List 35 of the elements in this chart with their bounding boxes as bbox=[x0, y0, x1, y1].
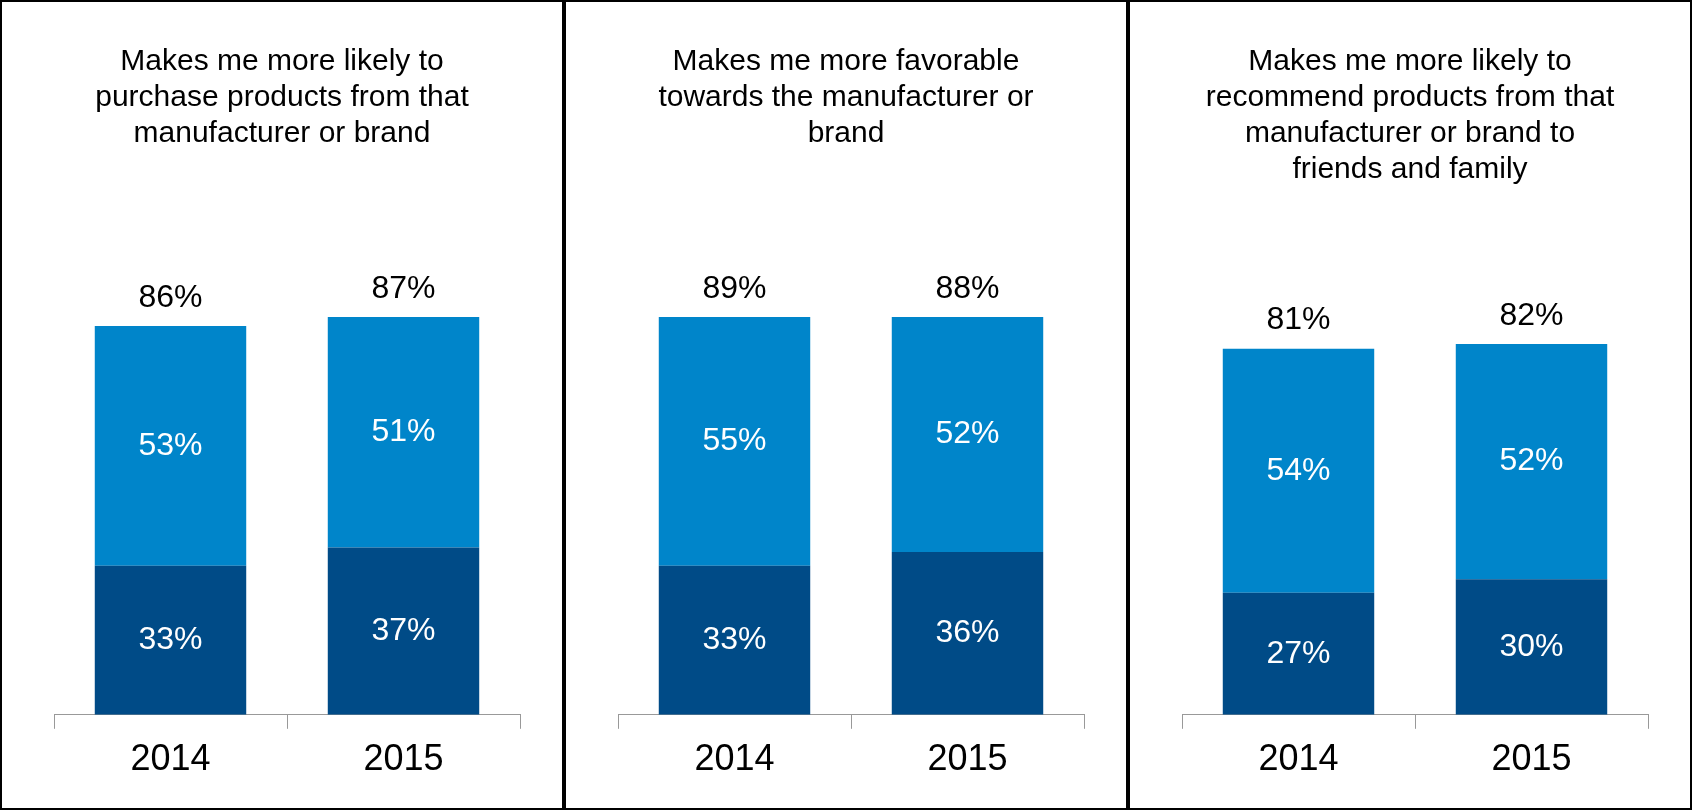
bar bbox=[94, 565, 247, 715]
bar bbox=[1455, 579, 1608, 715]
x-tick-label: 2015 bbox=[1491, 737, 1572, 779]
bar bbox=[1455, 344, 1608, 580]
total-label: 87% bbox=[371, 268, 436, 305]
data-label: 37% bbox=[371, 611, 436, 647]
x-tick-label: 2014 bbox=[1258, 737, 1339, 779]
data-label: 51% bbox=[371, 412, 436, 449]
data-label: 36% bbox=[935, 613, 1000, 650]
bar bbox=[1222, 348, 1375, 593]
chart-title: Makes me more likely to purchase products from that manufacturer or brand bbox=[94, 42, 470, 150]
data-label: 27% bbox=[1266, 633, 1331, 670]
bar bbox=[94, 326, 247, 566]
bar bbox=[327, 317, 480, 548]
data-label: 30% bbox=[1499, 626, 1564, 663]
data-label: 53% bbox=[138, 425, 203, 462]
data-label: 33% bbox=[702, 620, 767, 657]
total-label: 89% bbox=[702, 268, 767, 305]
total-label: 81% bbox=[1266, 300, 1331, 337]
x-tick-label: 2014 bbox=[130, 737, 211, 779]
data-label: 52% bbox=[1499, 441, 1564, 478]
chart-title: Makes me more favorable towards the manufacturer or brand bbox=[657, 42, 1035, 150]
total-label: 88% bbox=[935, 268, 1000, 305]
data-label: 33% bbox=[138, 620, 203, 657]
chart-title: Makes me more likely to recommend products from that manufacturer or brand to friends and family bbox=[1204, 42, 1616, 186]
total-label: 82% bbox=[1499, 295, 1564, 332]
x-tick-label: 2015 bbox=[927, 737, 1008, 779]
data-label: 54% bbox=[1266, 450, 1331, 487]
bar bbox=[327, 547, 480, 715]
x-tick-label: 2014 bbox=[694, 737, 775, 779]
bar bbox=[1222, 592, 1375, 715]
x-tick-label: 2015 bbox=[363, 737, 444, 779]
data-label: 52% bbox=[935, 414, 1000, 451]
data-label: 55% bbox=[702, 421, 767, 458]
total-label: 86% bbox=[138, 277, 203, 314]
